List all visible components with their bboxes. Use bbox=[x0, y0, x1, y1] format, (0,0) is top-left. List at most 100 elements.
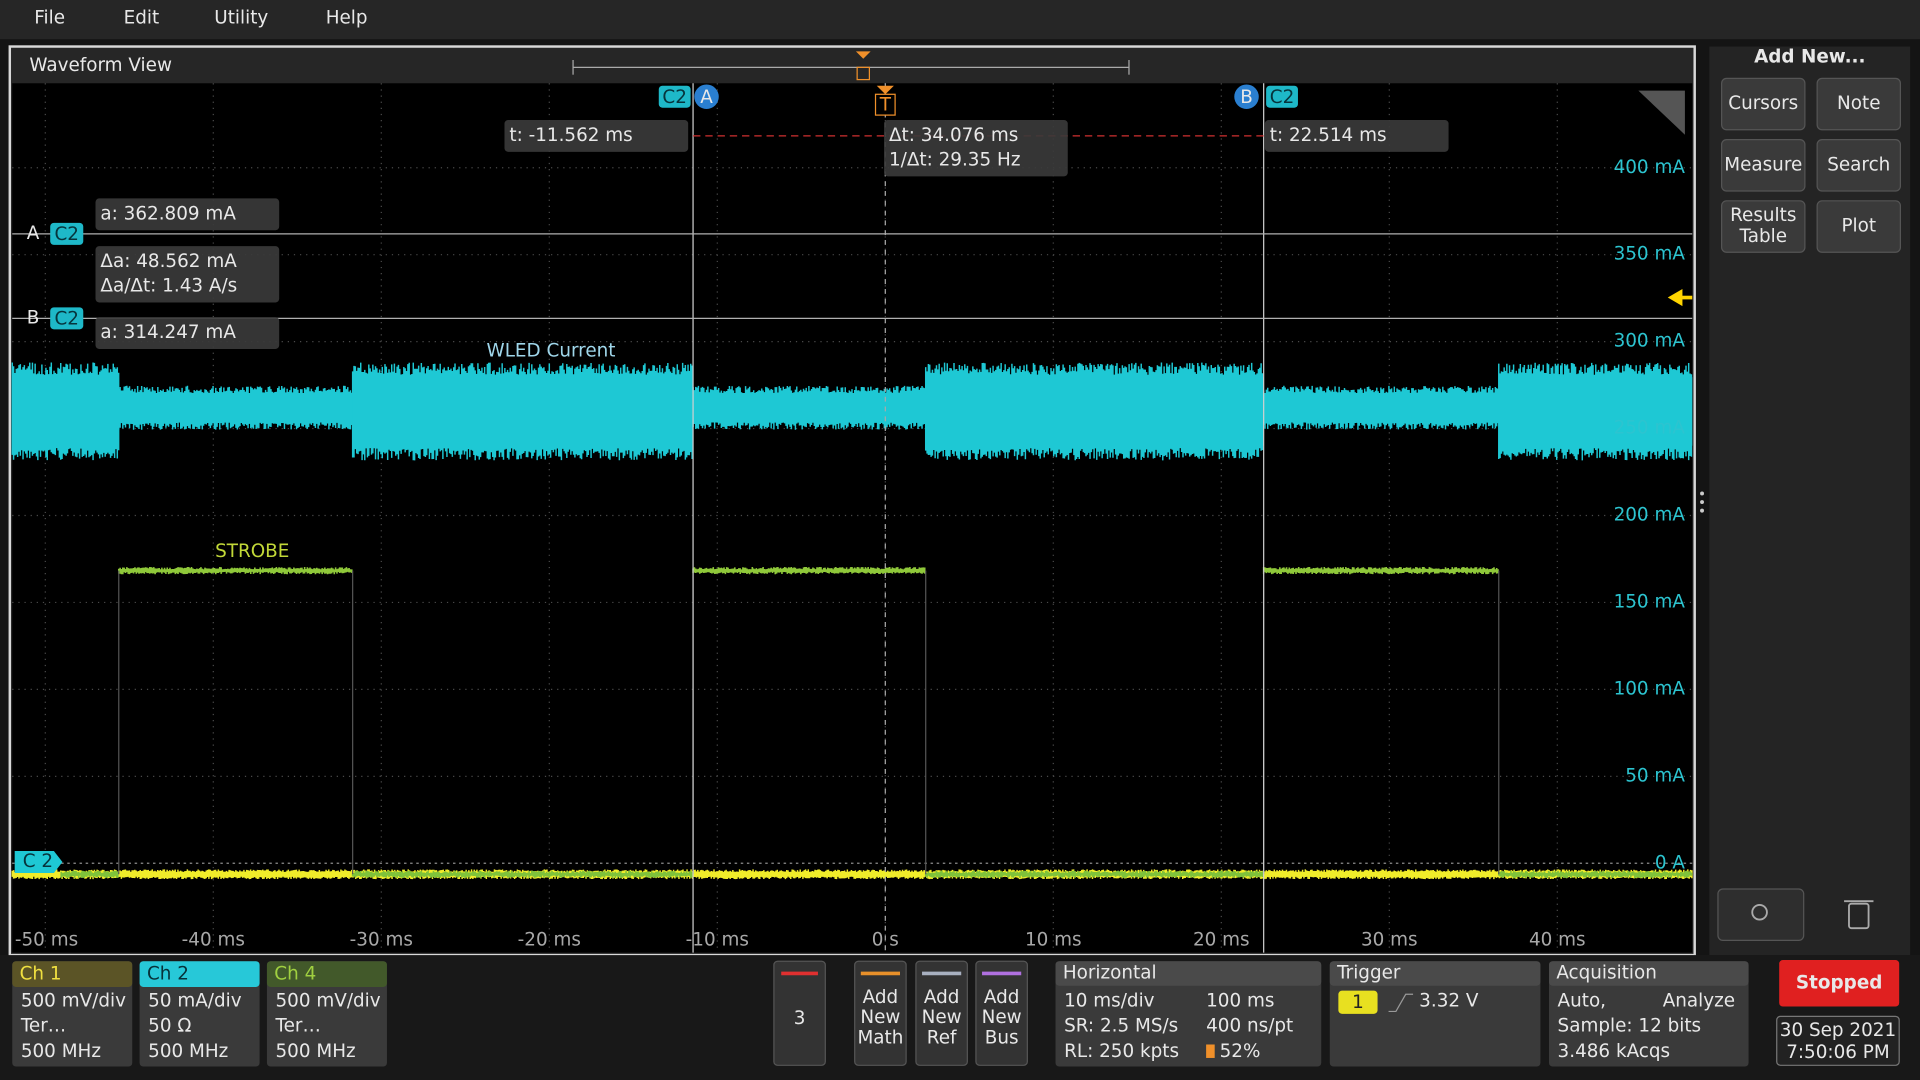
waveform-count: 3 bbox=[794, 1008, 806, 1029]
add-text: Bus bbox=[985, 1027, 1019, 1048]
channel-setting: Ter… bbox=[20, 1016, 66, 1037]
splitter-dot bbox=[1700, 491, 1704, 496]
horizontal-setting: 400 ns/pt bbox=[1206, 1016, 1293, 1037]
run-state-text: Stopped bbox=[1796, 972, 1882, 993]
current-trace bbox=[11, 362, 120, 461]
add-button[interactable] bbox=[854, 960, 907, 1066]
menu-item[interactable]: File bbox=[34, 7, 65, 28]
flag-text: B bbox=[27, 307, 40, 328]
add-text: Add bbox=[984, 987, 1020, 1008]
readout-text: t: 22.514 ms bbox=[1270, 125, 1387, 146]
channel-setting: Ter… bbox=[275, 1016, 321, 1037]
badge-text: C2 bbox=[54, 309, 79, 330]
x-label: 20 ms bbox=[1193, 929, 1250, 950]
readout-text: 1/Δt: 29.35 Hz bbox=[889, 149, 1020, 170]
trash-icon[interactable] bbox=[1848, 902, 1870, 930]
badge-text: C2 bbox=[54, 224, 79, 245]
panel-button[interactable] bbox=[1721, 200, 1806, 253]
flag-text: T bbox=[879, 94, 892, 115]
x-label: -30 ms bbox=[350, 929, 413, 950]
settings-header bbox=[1055, 961, 1322, 986]
x-label: -20 ms bbox=[518, 929, 581, 950]
readout-text: a: 362.809 mA bbox=[100, 203, 236, 224]
acquisition-setting: 3.486 kAcqs bbox=[1558, 1041, 1671, 1062]
button-text: Table bbox=[1739, 226, 1787, 247]
flag-text: A bbox=[27, 223, 40, 244]
panel-button[interactable] bbox=[1816, 77, 1902, 131]
cursor-b-flag bbox=[1234, 84, 1259, 109]
channel-setting: 500 mV/div bbox=[276, 991, 381, 1012]
button-text: Cursors bbox=[1728, 93, 1798, 114]
add-text: Math bbox=[857, 1027, 903, 1048]
panel-button[interactable] bbox=[1816, 138, 1902, 192]
add-text: Add bbox=[924, 987, 960, 1008]
channel-header bbox=[12, 961, 133, 987]
panel-button[interactable] bbox=[1721, 138, 1806, 192]
x-label: -50 ms bbox=[15, 929, 78, 950]
time: 7:50:06 PM bbox=[1786, 1042, 1890, 1063]
settings-box[interactable] bbox=[1329, 961, 1541, 1067]
trigger-pos-icon bbox=[1206, 1044, 1215, 1058]
plot-area bbox=[12, 83, 1693, 953]
channel-setting: 50 mA/div bbox=[148, 991, 242, 1012]
settings-title: Trigger bbox=[1336, 962, 1401, 983]
channel-name: Ch 2 bbox=[147, 964, 189, 985]
horizontal-setting: 52% bbox=[1220, 1041, 1261, 1062]
menu-item[interactable]: Edit bbox=[124, 7, 160, 28]
current-trace bbox=[1498, 362, 1693, 461]
add-text: Ref bbox=[927, 1027, 957, 1048]
horizontal-setting: 10 ms/div bbox=[1064, 991, 1155, 1012]
settings-box[interactable] bbox=[1548, 961, 1749, 1067]
readout-box bbox=[95, 246, 280, 303]
y-label: 250 mA bbox=[1614, 418, 1686, 439]
channel-box[interactable] bbox=[12, 961, 133, 1067]
flag-text: A bbox=[700, 87, 713, 108]
panel-button[interactable] bbox=[1721, 77, 1806, 131]
badge-text: C2 bbox=[1270, 87, 1295, 108]
y-label: 100 mA bbox=[1614, 678, 1686, 699]
side-panel bbox=[1709, 46, 1911, 956]
date: 30 Sep 2021 bbox=[1780, 1020, 1896, 1041]
add-button[interactable] bbox=[975, 960, 1028, 1066]
panel-title: Add New... bbox=[1754, 47, 1865, 68]
splitter-dot bbox=[1700, 508, 1704, 513]
menu-item[interactable]: Utility bbox=[214, 7, 268, 28]
strobe-trace bbox=[924, 870, 1264, 878]
channel-name: Ch 1 bbox=[20, 964, 62, 985]
waveform-count-box[interactable] bbox=[773, 960, 826, 1066]
button-text: Note bbox=[1837, 93, 1880, 114]
settings-title: Horizontal bbox=[1063, 962, 1157, 983]
channel-setting: 500 MHz bbox=[276, 1041, 356, 1062]
x-label: -40 ms bbox=[182, 929, 245, 950]
x-label: 10 ms bbox=[1025, 929, 1082, 950]
timeline-trigger bbox=[855, 51, 871, 59]
settings-box[interactable] bbox=[1055, 961, 1322, 1067]
current-trace bbox=[118, 385, 353, 430]
zoom-button[interactable] bbox=[1717, 888, 1805, 942]
panel-button[interactable] bbox=[1816, 200, 1902, 253]
channel-name: Ch 4 bbox=[274, 964, 316, 985]
badge-text: C2 bbox=[662, 87, 687, 108]
channel-box[interactable] bbox=[266, 961, 387, 1067]
channel-box[interactable] bbox=[139, 961, 260, 1067]
channel-badge bbox=[1266, 85, 1298, 108]
trace-label: WLED Current bbox=[487, 340, 616, 361]
settings-header bbox=[1548, 961, 1749, 986]
menu-item[interactable]: Help bbox=[326, 7, 368, 28]
x-label: 30 ms bbox=[1361, 929, 1418, 950]
strobe-trace bbox=[60, 870, 119, 878]
run-state[interactable] bbox=[1779, 960, 1900, 1007]
trigger-flag-tip bbox=[876, 85, 894, 95]
button-text: Measure bbox=[1724, 154, 1802, 175]
trigger-flag bbox=[874, 93, 896, 116]
view-title: Waveform View bbox=[29, 55, 172, 76]
add-button[interactable] bbox=[915, 960, 968, 1066]
channel-setting: 500 MHz bbox=[148, 1041, 228, 1062]
add-text: New bbox=[982, 1007, 1022, 1028]
add-text: New bbox=[860, 1007, 900, 1028]
readout-box bbox=[884, 120, 1068, 177]
y-label: 50 mA bbox=[1625, 765, 1685, 786]
acquisition-setting: Sample: 12 bits bbox=[1558, 1016, 1702, 1037]
channel-setting: 500 mV/div bbox=[21, 991, 126, 1012]
